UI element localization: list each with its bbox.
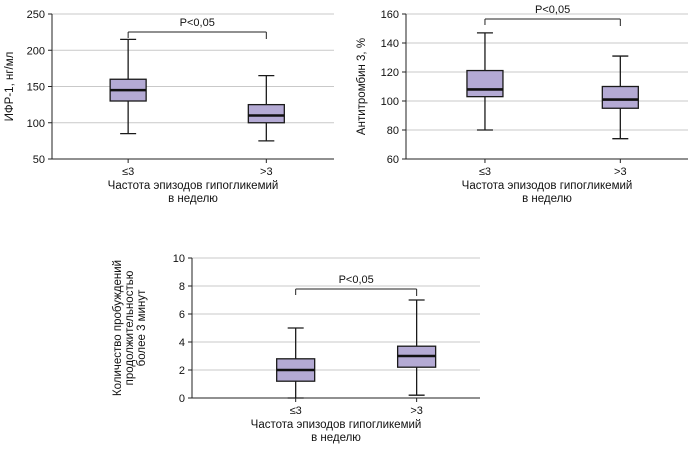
chart-text: P<0,05 — [180, 17, 215, 29]
chart-text: ИФР-1, нг/мл — [4, 52, 16, 122]
chart-text: Частота эпизодов гипогликемий — [251, 419, 422, 431]
chart-text: 8 — [179, 281, 185, 293]
chart-text: P<0,05 — [339, 274, 374, 286]
chart-text: ≤3 — [122, 166, 134, 178]
chart-text: Частота эпизодов гипогликемий — [108, 180, 279, 192]
chart-text: Частота эпизодов гипогликемий — [462, 180, 633, 192]
box-whisker-le3 — [466, 32, 504, 131]
chart-text: 80 — [387, 125, 399, 137]
chart-text: 4 — [179, 337, 185, 349]
boxplot-awakenings: 0 2 4 6 8 10 ≤3 >3 P<0,05 Частота эпизодов гипогл… — [112, 253, 480, 444]
box-whisker-le3 — [276, 327, 316, 399]
box-whisker-le3 — [109, 38, 147, 135]
chart-text: 60 — [387, 154, 399, 166]
boxplot-igf1: 50 100 150 200 250 ≤3 >3 P<0,05 Частота эпизодов… — [4, 9, 334, 205]
chart-text: 250 — [27, 9, 45, 21]
chart-igf1: 50 100 150 200 250 ≤3 >3 P<0,05 Частота эпизодов… — [0, 2, 350, 214]
chart-text: 200 — [27, 45, 45, 57]
chart-text: более 3 минут — [136, 289, 148, 366]
iqr-box — [601, 85, 639, 109]
chart-text: 10 — [173, 253, 185, 265]
chart-text: в неделю — [311, 432, 361, 444]
chart-text: 6 — [179, 309, 185, 321]
chart-text: 100 — [381, 96, 399, 108]
chart-text: ≤3 — [479, 166, 491, 178]
iqr-box — [466, 69, 504, 98]
chart-text: в неделю — [522, 193, 572, 205]
chart-text: >3 — [260, 166, 273, 178]
chart-antithrombin: 60 80 100 120 140 160 ≤3 >3 P<0,05 Частота эпизод… — [350, 2, 700, 214]
chart-text: 0 — [179, 393, 185, 405]
chart-text: 160 — [381, 9, 399, 21]
chart-text: 50 — [33, 154, 45, 166]
chart-text: >3 — [614, 166, 627, 178]
box-whisker-gt3 — [396, 299, 437, 396]
iqr-box — [247, 103, 285, 124]
chart-text: P<0,05 — [535, 4, 570, 16]
chart-text: 150 — [27, 82, 45, 94]
box-whisker-gt3 — [601, 55, 639, 140]
chart-text: Антитромбин 3, % — [356, 38, 368, 135]
chart-awakenings: 0 2 4 6 8 10 ≤3 >3 P<0,05 Частота эпизодов гипогл… — [95, 243, 505, 448]
chart-text: 2 — [179, 365, 185, 377]
chart-text: в неделю — [168, 193, 218, 205]
box-whisker-gt3 — [247, 74, 285, 142]
chart-text: 100 — [27, 118, 45, 130]
chart-text: 140 — [381, 38, 399, 50]
chart-text: >3 — [410, 405, 423, 417]
chart-text: Количество пробуждений — [112, 260, 124, 396]
chart-text: ≤3 — [290, 405, 302, 417]
chart-text: продолжительностью — [124, 270, 136, 385]
chart-text: 120 — [381, 67, 399, 79]
boxplot-antithrombin: 60 80 100 120 140 160 ≤3 >3 P<0,05 Частота эпизод… — [356, 4, 688, 205]
